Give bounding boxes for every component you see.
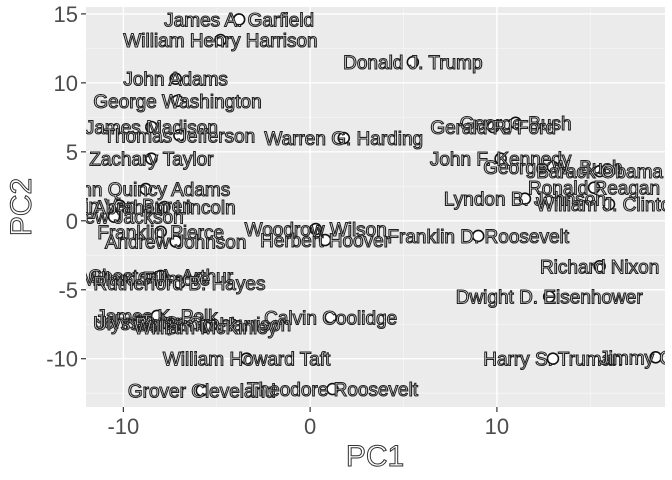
point-label: Herbert Hoover <box>260 231 391 252</box>
y-tick-label: 0 <box>66 209 78 234</box>
x-tick-label: -10 <box>107 414 139 439</box>
y-axis-title: PC2 <box>5 178 38 236</box>
point-label: Thomas Jefferson <box>104 126 256 147</box>
data-point <box>471 229 485 243</box>
data-point <box>169 72 182 86</box>
data-point <box>546 352 560 366</box>
data-point <box>139 272 153 286</box>
point-label: James K. Polk <box>96 307 218 328</box>
data-point <box>486 120 500 134</box>
point-label: Chester A. Arthur <box>88 267 233 288</box>
point-label: John Tyler <box>95 312 183 333</box>
data-point <box>195 384 209 397</box>
data-point <box>169 235 182 248</box>
point-label: Calvin Coolidge <box>264 308 397 329</box>
data-point <box>309 222 323 236</box>
y-tick-label: 10 <box>54 71 78 96</box>
point-label: Grover Cleveland <box>128 381 276 402</box>
data-point <box>509 116 522 130</box>
data-point <box>406 55 420 69</box>
point-label: Theodore Roosevelt <box>247 380 419 401</box>
data-point <box>214 33 227 47</box>
point-label: Franklin D. Roosevelt <box>387 227 569 248</box>
data-point <box>154 269 168 283</box>
data-point <box>546 160 560 174</box>
point-label: Woodrow Wilson <box>245 220 387 241</box>
data-point <box>199 320 212 334</box>
point-label: Barack Obama <box>536 162 663 183</box>
data-point <box>587 181 601 194</box>
point-label: Richard Nixon <box>540 257 659 278</box>
data-point <box>326 382 339 396</box>
data-point <box>139 182 153 196</box>
x-tick-label: 10 <box>485 414 509 439</box>
data-point <box>593 260 606 273</box>
point-label: William McKinley <box>134 318 278 339</box>
point-label: Gerald R. Ford <box>430 118 556 139</box>
data-point <box>318 233 332 247</box>
point-label: Andrew Johnson <box>105 232 247 253</box>
plot-panel <box>86 7 665 407</box>
point-label: Abraham Lincoln <box>93 198 236 219</box>
point-label: Rutherford B. Hayes <box>93 274 265 295</box>
point-label: John Quincy Adams <box>61 180 230 201</box>
x-axis-ticks: -10 0 10 <box>107 407 509 439</box>
point-label: Franklin Pierce <box>97 223 224 244</box>
data-point <box>337 131 351 145</box>
y-tick-label: 5 <box>66 140 78 165</box>
x-axis-title: PC1 <box>346 440 404 473</box>
data-point <box>173 276 186 290</box>
point-label: Harry S. Truman <box>483 350 622 371</box>
data-point <box>542 290 556 303</box>
data-point <box>158 200 171 214</box>
point-label: James Madison <box>85 118 218 139</box>
point-label: William Howard Taft <box>163 350 331 371</box>
y-tick-label: -5 <box>58 278 78 303</box>
data-point <box>154 225 168 239</box>
point-label: John Adams <box>123 70 228 91</box>
point-label: Millard Fillmore <box>81 270 210 291</box>
y-axis-ticks: 15 10 5 0 -5 -10 <box>46 2 86 372</box>
data-point <box>602 197 616 211</box>
point-label: Zachary Taylor <box>89 150 214 171</box>
data-point <box>145 152 158 166</box>
point-label: Dwight D. Eisenhower <box>456 288 644 309</box>
data-point <box>145 120 158 134</box>
point-label: Warren G. Harding <box>264 129 423 150</box>
point-label: George Bush <box>460 114 572 135</box>
y-tick-label: -10 <box>46 347 78 372</box>
data-point <box>131 315 145 328</box>
x-tick-label: 0 <box>304 414 316 439</box>
data-points <box>107 13 662 397</box>
y-tick-label: 15 <box>54 2 78 27</box>
data-point <box>171 94 184 108</box>
point-label: Jimmy Carter <box>599 348 672 369</box>
point-label: Lyndon B. Johnson <box>444 190 606 211</box>
data-point <box>593 164 606 178</box>
data-point <box>158 316 171 330</box>
data-point <box>107 210 121 223</box>
point-label: John F. Kennedy <box>430 150 572 171</box>
data-point <box>240 352 253 366</box>
point-label: Ronald Reagan <box>528 179 660 200</box>
point-label: Andrew Jackson <box>44 208 183 229</box>
data-point <box>173 128 186 142</box>
point-label: Ulysses S. Grant <box>93 314 236 335</box>
point-label: Benjamin Harrison <box>135 315 291 336</box>
data-point <box>649 351 662 364</box>
data-point <box>113 199 126 212</box>
point-label: George Washington <box>93 92 261 113</box>
point-label: Martin Van Buren <box>46 197 192 218</box>
data-point <box>232 13 246 26</box>
data-point <box>494 152 507 166</box>
point-label: William J. Clinton <box>536 195 672 216</box>
data-point <box>324 311 337 324</box>
point-label: James A. Garfield <box>164 10 314 31</box>
point-label: William Henry Harrison <box>123 31 317 52</box>
data-point <box>518 192 532 206</box>
point-label: Donald J. Trump <box>343 53 482 74</box>
point-label: George W. Bush <box>483 158 622 179</box>
